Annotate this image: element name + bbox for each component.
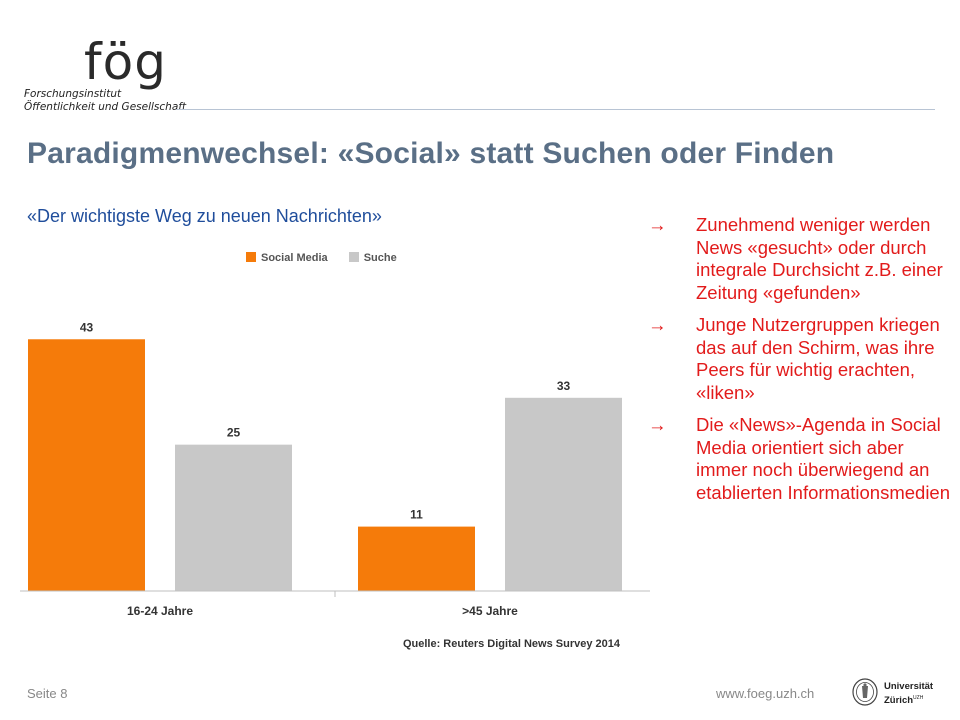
data-label: 43 <box>80 320 94 334</box>
data-label: 11 <box>410 508 423 522</box>
university-name-line-1: Universität <box>884 681 934 692</box>
page-number: Seite 8 <box>27 686 68 701</box>
chart-source: Quelle: Reuters Digital News Survey 2014 <box>402 638 620 650</box>
data-label: 25 <box>227 426 241 440</box>
arrow-right-icon: → <box>648 314 667 335</box>
university-logo: Universität ZürichUZH <box>852 676 944 710</box>
logo-text-line-1: Forschungsinstitut <box>24 88 122 100</box>
logo-text-line-2: Öffentlichkeit und Gesellschaft <box>24 101 187 113</box>
legend-label-suche: Suche <box>363 252 397 264</box>
university-name-line-2: Zürich <box>884 694 914 706</box>
legend-swatch-social-media <box>246 252 256 262</box>
legend-label-social-media: Social Media <box>261 252 328 264</box>
bar-suche <box>175 444 292 591</box>
bar-suche <box>505 397 622 591</box>
legend-swatch-suche <box>348 252 359 262</box>
header-divider <box>176 109 935 110</box>
bullet-text: Die «News»-Agenda in Social Media orient… <box>696 414 951 503</box>
bullet-item: → Zunehmend weniger werden News «gesucht… <box>648 214 953 304</box>
bar-social-media <box>28 339 145 591</box>
legend-item-social-media: Social Media <box>246 252 328 264</box>
legend-item-suche: Suche <box>348 252 397 264</box>
university-seal-icon <box>852 678 878 706</box>
website-link[interactable]: www.foeg.uzh.ch <box>716 686 815 701</box>
bullet-text: Zunehmend weniger werden News «gesucht» … <box>696 214 943 303</box>
bullet-list: → Zunehmend weniger werden News «gesucht… <box>648 214 953 514</box>
bullet-item: → Junge Nutzergruppen kriegen das auf de… <box>648 314 953 404</box>
data-label: 33 <box>557 379 571 393</box>
bullet-text: Junge Nutzergruppen kriegen das auf den … <box>696 314 940 403</box>
bar-chart: 43 25 16-24 Jahre 11 33 >45 Jahre <box>20 320 650 618</box>
category-label: 16-24 Jahre <box>127 604 193 618</box>
arrow-right-icon: → <box>648 414 667 435</box>
chart-subtitle: «Der wichtigste Weg zu neuen Nachrichten… <box>27 206 382 226</box>
foeg-logo-mark: fög <box>84 33 167 91</box>
foeg-logo: fög Forschungsinstitut Öffentlichkeit un… <box>24 33 187 114</box>
university-name: Universität ZürichUZH <box>884 681 934 706</box>
slide-title: Paradigmenwechsel: «Social» statt Suchen… <box>27 137 835 170</box>
arrow-right-icon: → <box>648 214 667 235</box>
university-abbr: UZH <box>913 694 924 701</box>
bar-social-media <box>358 526 475 591</box>
bullet-item: → Die «News»-Agenda in Social Media orie… <box>648 414 953 504</box>
category-label: >45 Jahre <box>462 604 518 618</box>
chart-legend: Social Media Suche <box>246 252 415 264</box>
